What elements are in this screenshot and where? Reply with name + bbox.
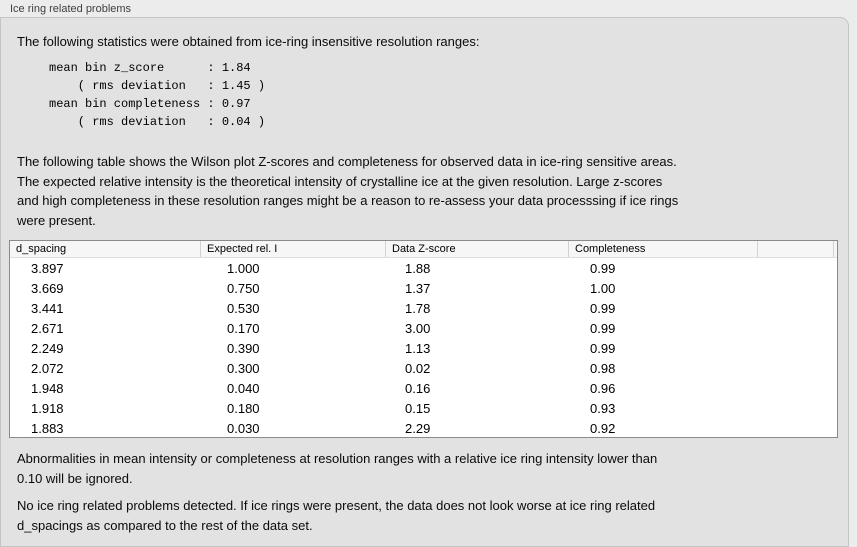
stats-intro-text: The following statistics were obtained f… [17, 34, 480, 49]
table-cell: 3.441 [31, 300, 64, 316]
table-cell: 0.16 [405, 380, 431, 396]
ice-ring-table[interactable]: d_spacing Expected rel. I Data Z-score Comp… [9, 240, 838, 438]
table-row[interactable]: 1.948 0.040 0.16 0.96 [10, 378, 837, 398]
table-cell: 1.948 [31, 380, 64, 396]
table-cell: 0.300 [227, 360, 260, 376]
table-cell: 0.98 [590, 360, 616, 376]
table-cell: 1.13 [405, 340, 431, 356]
stats-block: mean bin z_score : 1.84 ( rms deviation … [49, 61, 266, 129]
table-row[interactable]: 2.249 0.390 1.13 0.99 [10, 338, 837, 358]
table-cell: 1.00 [590, 280, 616, 296]
table-intro-text: The following table shows the Wilson plo… [17, 154, 679, 228]
table-cell: 0.99 [590, 300, 616, 316]
table-row[interactable]: 1.918 0.180 0.15 0.93 [10, 398, 837, 418]
table-cell: 0.180 [227, 400, 260, 416]
table-row[interactable]: 1.883 0.030 2.29 0.92 [10, 418, 837, 437]
table-cell: 2.671 [31, 320, 64, 336]
table-row[interactable]: 2.671 0.170 3.00 0.99 [10, 318, 837, 338]
table-cell: 0.750 [227, 280, 260, 296]
table-cell: 0.030 [227, 420, 260, 436]
table-cell: 0.390 [227, 340, 260, 356]
table-cell: 0.99 [590, 320, 616, 336]
table-cell: 3.669 [31, 280, 64, 296]
table-body: 3.897 1.000 1.88 0.99 3.669 0.750 1.37 1.00 3.44… [10, 258, 837, 437]
table-cell: 1.78 [405, 300, 431, 316]
table-row[interactable]: 3.441 0.530 1.78 0.99 [10, 298, 837, 318]
column-header-data-z-score[interactable]: Data Z-score [386, 241, 569, 257]
ice-ring-panel: Ice ring related problems The following … [0, 3, 849, 547]
table-cell: 1.37 [405, 280, 431, 296]
table-cell: 0.15 [405, 400, 431, 416]
column-header-expected-rel-i[interactable]: Expected rel. I [201, 241, 386, 257]
table-cell: 1.000 [227, 260, 260, 276]
table-cell: 0.99 [590, 340, 616, 356]
table-cell: 0.02 [405, 360, 431, 376]
table-row[interactable]: 3.669 0.750 1.37 1.00 [10, 278, 837, 298]
table-row[interactable]: 3.897 1.000 1.88 0.99 [10, 258, 837, 278]
conclusion-text: No ice ring related problems detected. I… [17, 498, 656, 533]
table-cell: 3.897 [31, 260, 64, 276]
column-header-d-spacing[interactable]: d_spacing [10, 241, 201, 257]
table-cell: 0.92 [590, 420, 616, 436]
table-cell: 2.249 [31, 340, 64, 356]
table-cell: 0.170 [227, 320, 260, 336]
table-cell: 3.00 [405, 320, 431, 336]
table-cell: 0.530 [227, 300, 260, 316]
table-header-row: d_spacing Expected rel. I Data Z-score Comp… [10, 241, 837, 258]
table-cell: 1.88 [405, 260, 431, 276]
group-box: The following statistics were obtained f… [0, 17, 849, 547]
table-row[interactable]: 2.072 0.300 0.02 0.98 [10, 358, 837, 378]
ignore-note-text: Abnormalities in mean intensity or compl… [17, 451, 658, 486]
table-cell: 2.29 [405, 420, 431, 436]
table-cell: 0.93 [590, 400, 616, 416]
group-box-title: Ice ring related problems [10, 3, 132, 15]
column-header-completeness[interactable]: Completeness [569, 241, 758, 257]
column-header-filler [758, 241, 837, 257]
table-cell: 0.040 [227, 380, 260, 396]
table-cell: 2.072 [31, 360, 64, 376]
table-cell: 0.99 [590, 260, 616, 276]
table-cell: 0.96 [590, 380, 616, 396]
table-cell: 1.883 [31, 420, 64, 436]
table-cell: 1.918 [31, 400, 64, 416]
